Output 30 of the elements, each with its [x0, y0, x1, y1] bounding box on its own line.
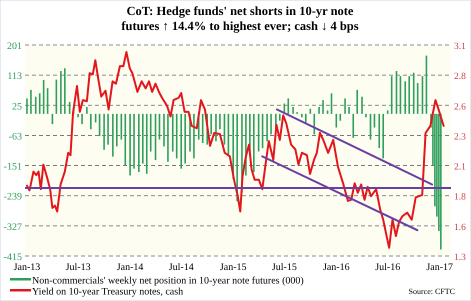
y2-tick-label: 2.8: [454, 72, 466, 82]
x-tick-label: Jan-14: [116, 262, 144, 273]
x-tick-label: Jul-14: [168, 262, 194, 273]
legend-label: Non-commercials' weekly net position in 10-year note futures (000): [32, 276, 304, 286]
x-tick-label: Jul-16: [375, 262, 400, 273]
y2-tick-label: 2.6: [454, 102, 466, 112]
y-tick-label: 25: [12, 101, 22, 112]
y2-tick-label: 2.3: [454, 132, 466, 142]
x-tick-label: Jan-13: [14, 262, 40, 273]
y2-tick-label: 1.6: [454, 222, 466, 233]
x-tick-label: Jan-16: [322, 262, 350, 273]
y-tick-label: -151: [4, 162, 22, 173]
y2-tick-label: 1.8: [454, 192, 466, 203]
y-tick-label: -327: [4, 222, 22, 233]
y-tick-label: -415: [4, 252, 22, 263]
y2-tick-label: 3.1: [454, 42, 466, 52]
x-tick-label: Jul-15: [272, 262, 297, 273]
legend-label: Yield on 10-year Treasury notes, cash: [32, 286, 184, 298]
y-tick-label: 113: [7, 71, 22, 82]
line-series: [26, 51, 445, 249]
y-tick-label: -239: [4, 192, 22, 203]
y2-tick-label: 2.1: [454, 162, 466, 173]
x-tick-label: Jul-13: [66, 262, 91, 273]
y2-tick-label: 1.3: [454, 253, 466, 263]
y-tick-label: 201: [7, 41, 22, 52]
x-tick-label: Jan-15: [220, 262, 247, 273]
y-tick-label: -63: [8, 131, 22, 142]
chart-title: CoT: Hedge funds' net shorts in 10-yr note futures ↑ 14.4% to highest ever; cash ↓ 4 bps: [121, 4, 359, 33]
x-tick-label: Jan-17: [426, 262, 454, 273]
source-note: Source: CFTC: [408, 287, 455, 296]
